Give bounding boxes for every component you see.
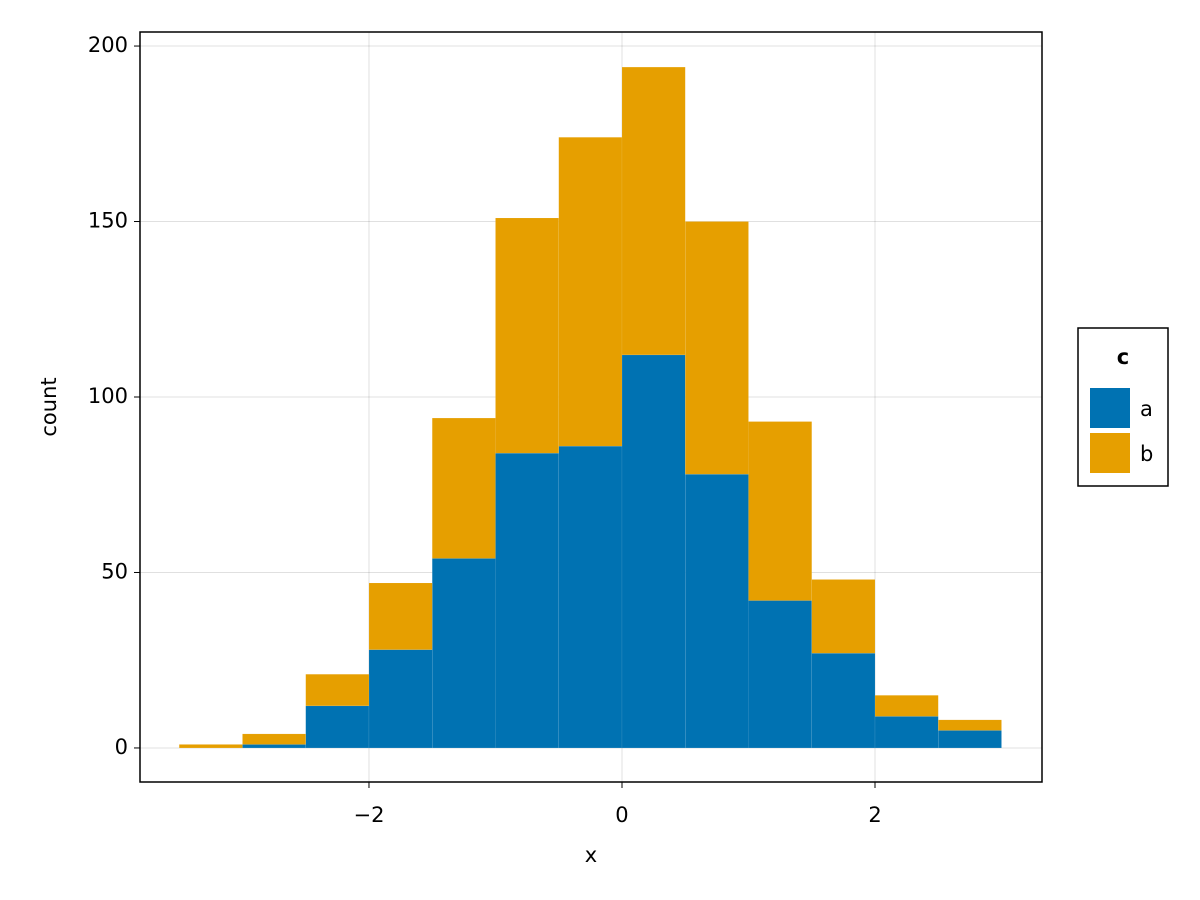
x-tick-label: 0 (615, 803, 628, 827)
bar (431, 417, 496, 559)
legend-swatch (1090, 388, 1130, 428)
bar (811, 652, 876, 749)
bar (938, 730, 1002, 749)
bar (684, 221, 749, 475)
bar (495, 217, 559, 454)
bar (495, 452, 559, 749)
bar (431, 558, 496, 749)
bar (242, 744, 306, 749)
y-axis-label: count (37, 377, 61, 436)
bar (305, 674, 370, 707)
bar (621, 66, 686, 356)
y-tick-label: 0 (115, 735, 128, 759)
plot-frame (139, 31, 1043, 783)
bar (621, 354, 686, 749)
bar (811, 579, 876, 654)
bar (558, 445, 623, 749)
legend-label: a (1140, 397, 1153, 421)
bar (874, 716, 939, 749)
x-tick-label: 2 (868, 803, 881, 827)
y-tick-label: 200 (88, 33, 128, 57)
bar (178, 744, 243, 749)
bar (368, 649, 433, 749)
y-tick-label: 100 (88, 384, 128, 408)
bar (684, 473, 749, 749)
bar (242, 733, 306, 745)
x-tick-label: −2 (353, 803, 384, 827)
bar (748, 421, 813, 601)
bar (558, 137, 623, 447)
y-tick-label: 150 (88, 209, 128, 233)
bar (368, 582, 433, 650)
bar (938, 719, 1002, 731)
bar (748, 600, 813, 749)
y-tick-label: 50 (101, 559, 128, 583)
legend-swatch (1090, 433, 1130, 473)
x-axis-label: x (585, 843, 597, 867)
bar (874, 695, 939, 717)
bar (305, 705, 370, 749)
legend-title: c (1117, 345, 1129, 369)
legend-label: b (1140, 442, 1153, 466)
